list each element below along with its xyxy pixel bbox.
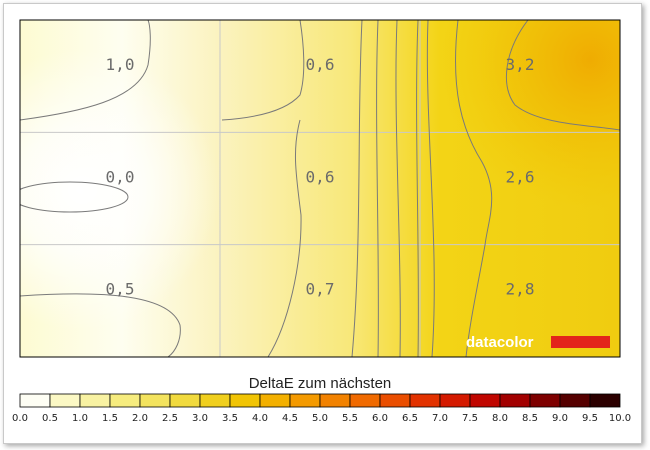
cell-value-label: 0,6 xyxy=(306,55,335,74)
contour-line xyxy=(267,119,302,357)
contour-line xyxy=(20,181,129,213)
color-scale-segment xyxy=(319,393,351,408)
scale-tick-label: 2.5 xyxy=(162,413,178,424)
contour-line xyxy=(455,20,493,357)
contour-line xyxy=(416,20,419,357)
color-scale-segment xyxy=(169,393,201,408)
color-scale xyxy=(19,393,621,408)
color-scale-segment xyxy=(19,393,51,408)
scale-tick-label: 6.5 xyxy=(402,413,418,424)
color-scale-segment xyxy=(109,393,141,408)
scale-tick-label: 4.5 xyxy=(282,413,298,424)
color-scale-segment xyxy=(439,393,471,408)
cell-value-label: 2,8 xyxy=(506,280,535,299)
scale-tick-label: 3.0 xyxy=(192,413,208,424)
color-scale-segment xyxy=(229,393,261,408)
contour-lines xyxy=(20,20,620,357)
color-scale-segment xyxy=(379,393,411,408)
scale-tick-label: 9.0 xyxy=(552,413,568,424)
cell-value-label: 0,5 xyxy=(106,280,135,299)
scale-tick-label: 9.5 xyxy=(582,413,598,424)
plot-border xyxy=(19,19,621,358)
scale-tick-label: 5.0 xyxy=(312,413,328,424)
cell-value-label: 0,6 xyxy=(306,167,335,186)
heatmap-surface xyxy=(20,20,620,357)
scale-tick-label: 4.0 xyxy=(252,413,268,424)
cell-value-label: 0,0 xyxy=(106,167,135,186)
color-scale-segment xyxy=(499,393,531,408)
contour-line xyxy=(376,20,379,357)
scale-tick-label: 8.0 xyxy=(492,413,508,424)
color-scale-segment xyxy=(409,393,441,408)
scale-tick-label: 1.5 xyxy=(102,413,118,424)
scale-tick-label: 10.0 xyxy=(609,413,631,424)
color-scale-segment xyxy=(469,393,501,408)
scale-tick-label: 1.0 xyxy=(72,413,88,424)
color-scale-segment xyxy=(559,393,591,408)
contour-line xyxy=(20,293,181,357)
color-scale-segment xyxy=(529,393,561,408)
contour-line xyxy=(351,20,363,357)
scale-tick-label: 0.5 xyxy=(42,413,58,424)
color-scale-segment xyxy=(139,393,171,408)
color-scale-segment xyxy=(259,393,291,408)
cell-value-label: 0,7 xyxy=(306,280,335,299)
scale-tick-label: 8.5 xyxy=(522,413,538,424)
scale-tick-label: 7.0 xyxy=(432,413,448,424)
contour-line xyxy=(221,20,305,121)
datacolor-logo: datacolor xyxy=(466,334,610,351)
color-scale-segment xyxy=(589,393,621,408)
color-scale-segment xyxy=(289,393,321,408)
color-scale-segment xyxy=(79,393,111,408)
scale-tick-label: 7.5 xyxy=(462,413,478,424)
color-scale-segment xyxy=(49,393,81,408)
cell-value-label: 3,2 xyxy=(506,55,535,74)
cell-value-label: 2,6 xyxy=(506,167,535,186)
scale-tick-label: 0.0 xyxy=(12,413,28,424)
cell-value-label: 1,0 xyxy=(106,55,135,74)
color-scale-segment xyxy=(349,393,381,408)
contour-line xyxy=(20,20,151,121)
contour-line xyxy=(505,20,620,131)
contour-line xyxy=(426,20,435,357)
grid-lines xyxy=(20,20,620,357)
color-scale-segment xyxy=(199,393,231,408)
scale-tick-label: 3.5 xyxy=(222,413,238,424)
contour-line xyxy=(395,20,401,357)
color-scale-ticks: 0.0 0.5 1.0 1.5 2.0 2.5 3.0 3.5 4.0 4.5 5.0 5.5 6.0 6… xyxy=(12,413,631,424)
legend-title: DeltaE zum nächsten xyxy=(249,375,392,392)
scale-tick-label: 5.5 xyxy=(342,413,358,424)
datacolor-logo-text: datacolor xyxy=(466,334,534,351)
scale-tick-label: 6.0 xyxy=(372,413,388,424)
scale-tick-label: 2.0 xyxy=(132,413,148,424)
cell-value-labels: 1,0 0,6 3,2 0,0 0,6 2,6 0,5 0,7 2,8 xyxy=(106,55,535,299)
